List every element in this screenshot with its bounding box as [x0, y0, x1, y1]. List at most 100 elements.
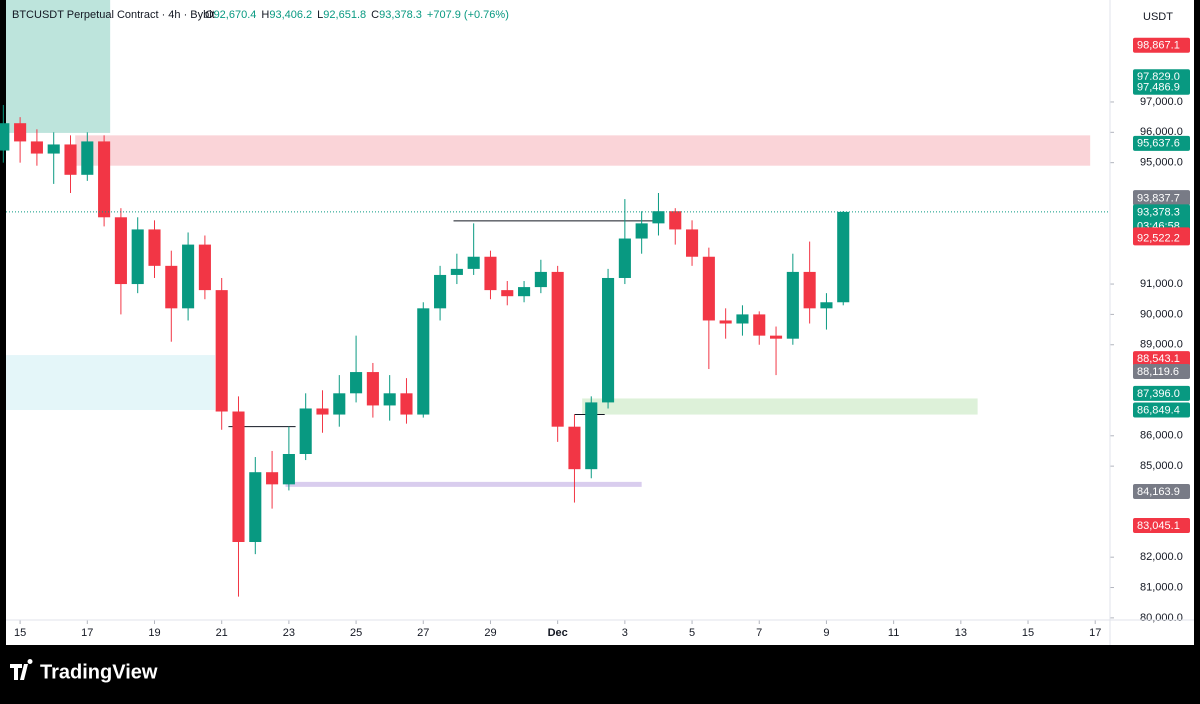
change: +707.9 (+0.76%): [427, 9, 509, 21]
candle-body: [450, 268, 463, 275]
candle-body: [736, 314, 749, 324]
candle-body: [266, 472, 279, 485]
candle-body: [803, 271, 816, 309]
price-label-box: [1133, 351, 1190, 367]
price-label-box: [1133, 37, 1190, 53]
ohlc-key: H: [261, 9, 269, 21]
candle-body: [299, 408, 312, 454]
zone: [6, 355, 215, 410]
candle-body: [769, 335, 783, 339]
price-label-box: [1133, 79, 1190, 95]
price-label: 98,867.1: [1137, 40, 1180, 52]
candle-body: [568, 426, 581, 470]
ohlc-line: O92,670.4 H93,406.2 L92,651.8 C93,378.3 +707…: [205, 9, 509, 21]
y-tick-label: 80,000.0: [1140, 612, 1183, 624]
ohlc-key: C: [371, 9, 379, 21]
candle-body: [417, 308, 430, 415]
price-label: 93,378.3: [1137, 206, 1180, 218]
ohlc-value: 93,378.3: [379, 9, 422, 21]
x-tick-label: 25: [350, 627, 362, 639]
price-label: 83,045.1: [1137, 520, 1180, 532]
price-label-box: [1133, 402, 1190, 418]
price-label-box: [1133, 385, 1190, 401]
candle-body: [64, 144, 77, 175]
x-tick-label: 15: [1022, 627, 1034, 639]
y-tick-label: 91,000.0: [1140, 278, 1183, 290]
candle-body: [585, 402, 598, 470]
candle-body: [501, 290, 514, 297]
candle-body: [215, 290, 228, 412]
candle-body: [232, 411, 245, 543]
zones: [6, 0, 1091, 487]
x-tick-label: 9: [823, 627, 829, 639]
ohlc-value: 92,651.8: [323, 9, 366, 21]
candle-body: [652, 211, 665, 224]
x-tick-label: 17: [1089, 627, 1101, 639]
price-label: 97,486.9: [1137, 82, 1180, 94]
candle-body: [81, 141, 94, 175]
ohlc-key: O: [205, 9, 214, 21]
price-label: 93,837.7: [1137, 192, 1180, 204]
candle-body: [114, 217, 127, 285]
price-label-box: [1133, 190, 1190, 206]
y-tick-label: 89,000.0: [1140, 339, 1183, 351]
y-tick-label: 96,000.0: [1140, 126, 1183, 138]
candle-body: [434, 274, 447, 309]
x-tick-label: 17: [81, 627, 93, 639]
candle-body: [518, 287, 531, 297]
x-tick-label: 19: [148, 627, 160, 639]
price-label: 84,163.9: [1137, 486, 1180, 498]
candle-body: [366, 372, 379, 406]
price-label: 92,522.2: [1137, 232, 1180, 244]
x-tick-label: Dec: [548, 627, 568, 639]
price-label: 87,396.0: [1137, 388, 1180, 400]
candle-body: [131, 229, 144, 285]
chart-background: [6, 0, 1194, 645]
candle-body: [820, 302, 833, 309]
candle-body: [786, 271, 799, 339]
candle-body: [602, 277, 615, 403]
brand: TradingView: [40, 661, 158, 683]
price-label-box: [1133, 230, 1190, 246]
candle-body: [14, 123, 27, 142]
candle-body: [400, 393, 413, 415]
x-tick-label: 7: [756, 627, 762, 639]
header: BTCUSDT Perpetual Contract · 4h · Bybit …: [12, 9, 1173, 23]
candle-body: [635, 223, 648, 239]
candle-body: [98, 141, 111, 218]
candle-body: [198, 244, 211, 291]
candle-body: [0, 123, 10, 151]
x-tick-label: 11: [888, 627, 899, 639]
y-tick-label: 86,000.0: [1140, 430, 1183, 442]
ohlc-value: 93,406.2: [269, 9, 312, 21]
price-label-box: [1133, 517, 1190, 533]
price-label: 88,119.6: [1137, 366, 1179, 378]
candle-body: [534, 271, 547, 288]
y-tick-label: 95,000.0: [1140, 157, 1183, 169]
candle-body: [249, 472, 262, 543]
candle-body: [484, 256, 497, 291]
zone: [6, 0, 111, 133]
candle-body: [47, 144, 60, 154]
y-tick-label: 85,000.0: [1140, 460, 1183, 472]
candle-body: [383, 393, 396, 406]
price-label-box: [1133, 363, 1190, 379]
x-tick-label: 13: [955, 627, 967, 639]
x-tick-label: 29: [484, 627, 496, 639]
x-tick-label: 5: [689, 627, 695, 639]
price-label-box: [1133, 204, 1190, 235]
candle-body: [753, 314, 766, 336]
price-label: 88,543.1: [1137, 353, 1180, 365]
candles: [0, 105, 1110, 597]
candle-body: [467, 256, 480, 269]
x-tick-label: 23: [283, 627, 295, 639]
ohlc-value: 92,670.4: [214, 9, 257, 21]
candle-body: [316, 408, 329, 415]
price-label-box: [1133, 135, 1190, 151]
y-tick-label: 90,000.0: [1140, 308, 1183, 320]
price-label-box: [1133, 484, 1190, 500]
logo: TradingView: [10, 659, 158, 683]
axes: 97,000.0 96,000.0 95,000.0 91,000.0 90,000.0…: [14, 37, 1190, 639]
